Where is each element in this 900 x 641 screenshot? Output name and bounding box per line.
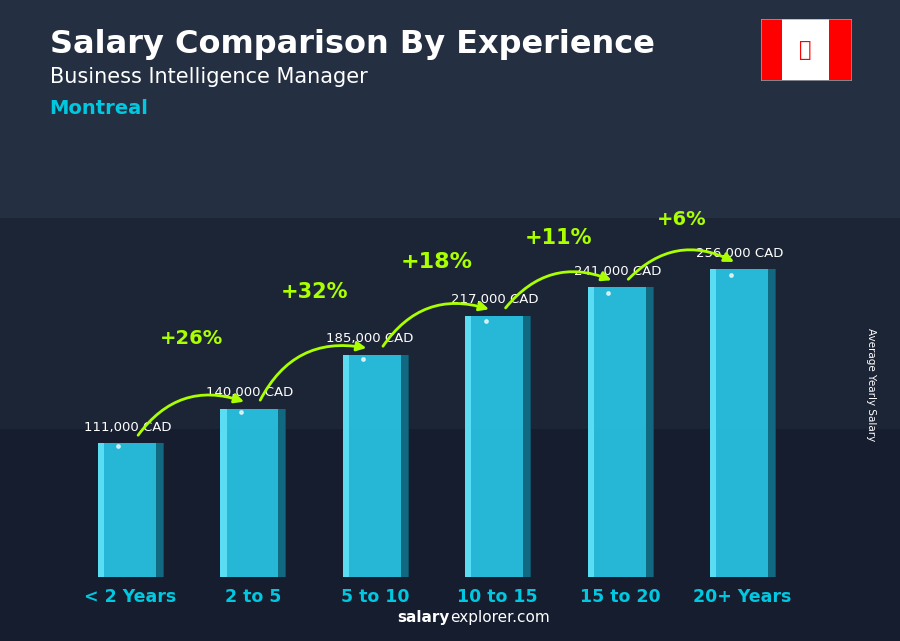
Point	[601, 288, 616, 298]
Text: 217,000 CAD: 217,000 CAD	[451, 294, 539, 306]
Bar	[220, 409, 227, 577]
Bar	[343, 354, 408, 577]
Bar	[0, 429, 900, 641]
Text: 140,000 CAD: 140,000 CAD	[206, 386, 293, 399]
Text: explorer.com: explorer.com	[450, 610, 550, 625]
Text: Salary Comparison By Experience: Salary Comparison By Experience	[50, 29, 654, 60]
Point	[112, 441, 126, 451]
Bar	[156, 444, 164, 577]
Point	[356, 354, 371, 364]
Bar	[400, 354, 409, 577]
Text: +11%: +11%	[526, 228, 593, 249]
Bar	[782, 19, 829, 80]
Bar	[710, 269, 716, 577]
Text: +6%: +6%	[657, 210, 706, 229]
Text: Montreal: Montreal	[50, 99, 148, 119]
Point	[724, 271, 738, 281]
Text: +18%: +18%	[400, 251, 472, 272]
Bar	[829, 19, 850, 80]
Point	[479, 316, 493, 326]
Bar	[0, 0, 900, 218]
Bar	[465, 316, 530, 577]
Bar	[523, 316, 531, 577]
Bar	[98, 444, 104, 577]
Text: 241,000 CAD: 241,000 CAD	[573, 265, 661, 278]
Bar	[98, 444, 163, 577]
Bar	[278, 409, 286, 577]
Point	[234, 407, 248, 417]
Bar	[645, 287, 653, 577]
Bar	[343, 354, 349, 577]
Bar	[710, 269, 775, 577]
Text: +26%: +26%	[160, 329, 223, 348]
Text: 256,000 CAD: 256,000 CAD	[696, 247, 784, 260]
Bar	[588, 287, 652, 577]
Text: 185,000 CAD: 185,000 CAD	[327, 332, 414, 345]
Text: Business Intelligence Manager: Business Intelligence Manager	[50, 67, 367, 87]
Bar	[220, 409, 285, 577]
Bar	[768, 269, 776, 577]
Bar	[588, 287, 594, 577]
Bar	[760, 19, 782, 80]
Bar	[465, 316, 472, 577]
Text: salary: salary	[398, 610, 450, 625]
Text: +32%: +32%	[280, 282, 347, 303]
Bar	[0, 218, 900, 429]
Text: 111,000 CAD: 111,000 CAD	[84, 421, 171, 434]
Text: Average Yearly Salary: Average Yearly Salary	[866, 328, 877, 441]
Text: 🍁: 🍁	[799, 40, 812, 60]
